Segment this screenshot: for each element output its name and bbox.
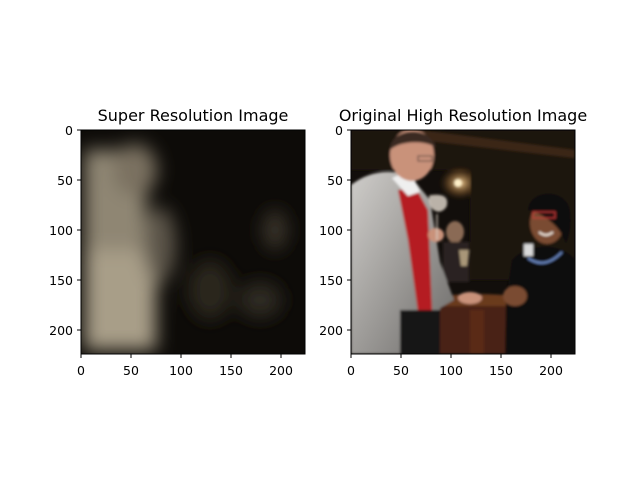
orig-y-tick-label: 150 [319, 273, 343, 288]
photo-lamp [454, 179, 462, 187]
photo-woman-arm [503, 286, 527, 306]
orig-x-ticks: 0 50 100 150 200 [347, 354, 563, 378]
photo-man-sweater [398, 188, 432, 312]
photo-woman-body [505, 246, 575, 354]
sr-blob-center [188, 260, 232, 320]
photo-man-glasses [417, 155, 433, 162]
photo-woman-hair [528, 193, 571, 244]
orig-y-tick-label: 0 [335, 123, 343, 138]
photo-man-wine-glass [429, 194, 448, 240]
panel-original: Original High Resolution Image [319, 106, 587, 378]
original-image [351, 130, 575, 354]
sr-axes-frame [80, 129, 306, 355]
panel-title-super-resolution: Super Resolution Image [98, 106, 289, 125]
sr-y-tick-label: 50 [57, 173, 73, 188]
orig-y-tick-label: 50 [327, 173, 343, 188]
sr-y-ticks: 0 50 100 150 200 [49, 123, 81, 338]
sr-blob-lower [86, 250, 156, 350]
orig-x-tick-label: 200 [539, 363, 563, 378]
sr-x-tick-label: 200 [269, 363, 293, 378]
photo-table-leg [470, 310, 484, 354]
orig-y-ticks: 0 50 100 150 200 [319, 123, 351, 338]
orig-axes-frame [350, 129, 576, 355]
orig-x-tick-label: 100 [439, 363, 463, 378]
orig-x-tick-label: 150 [489, 363, 513, 378]
photo-man-hair [390, 131, 436, 150]
photo-man-hand [428, 228, 444, 242]
sr-blob-head [113, 144, 157, 196]
sr-blob-bottom-right [238, 282, 282, 318]
orig-y-tick-label: 200 [319, 323, 343, 338]
photo-bar-glass [459, 250, 469, 266]
sr-blob-right [263, 210, 287, 250]
photo-man-trousers [400, 310, 440, 354]
sr-x-tick-label: 0 [77, 363, 85, 378]
orig-x-tick-label: 50 [393, 363, 409, 378]
super-resolution-image [81, 130, 305, 354]
sr-y-tick-label: 100 [49, 223, 73, 238]
sr-x-tick-label: 50 [123, 363, 139, 378]
sr-y-tick-label: 150 [49, 273, 73, 288]
orig-y-tick-label: 100 [319, 223, 343, 238]
sr-y-tick-label: 0 [65, 123, 73, 138]
photo-woman-smile [538, 231, 554, 236]
photo-man-hand-table [458, 292, 482, 304]
photo-woman-badge [524, 244, 533, 256]
orig-x-tick-label: 0 [347, 363, 355, 378]
panel-super-resolution: Super Resolution Image 0 50 100 150 [49, 106, 306, 378]
sr-blob-mid [144, 207, 176, 283]
photo-woman-necklace [527, 251, 563, 264]
sr-x-tick-label: 100 [169, 363, 193, 378]
photo-man-collar [392, 170, 420, 196]
photo-woman-glasses [532, 211, 556, 219]
photo-ceiling-beam [420, 130, 575, 158]
sr-y-tick-label: 200 [49, 323, 73, 338]
sr-x-tick-label: 150 [219, 363, 243, 378]
sr-x-ticks: 0 50 100 150 200 [77, 354, 293, 378]
panel-title-original: Original High Resolution Image [339, 106, 587, 125]
photo-bg-person-head [446, 221, 464, 243]
